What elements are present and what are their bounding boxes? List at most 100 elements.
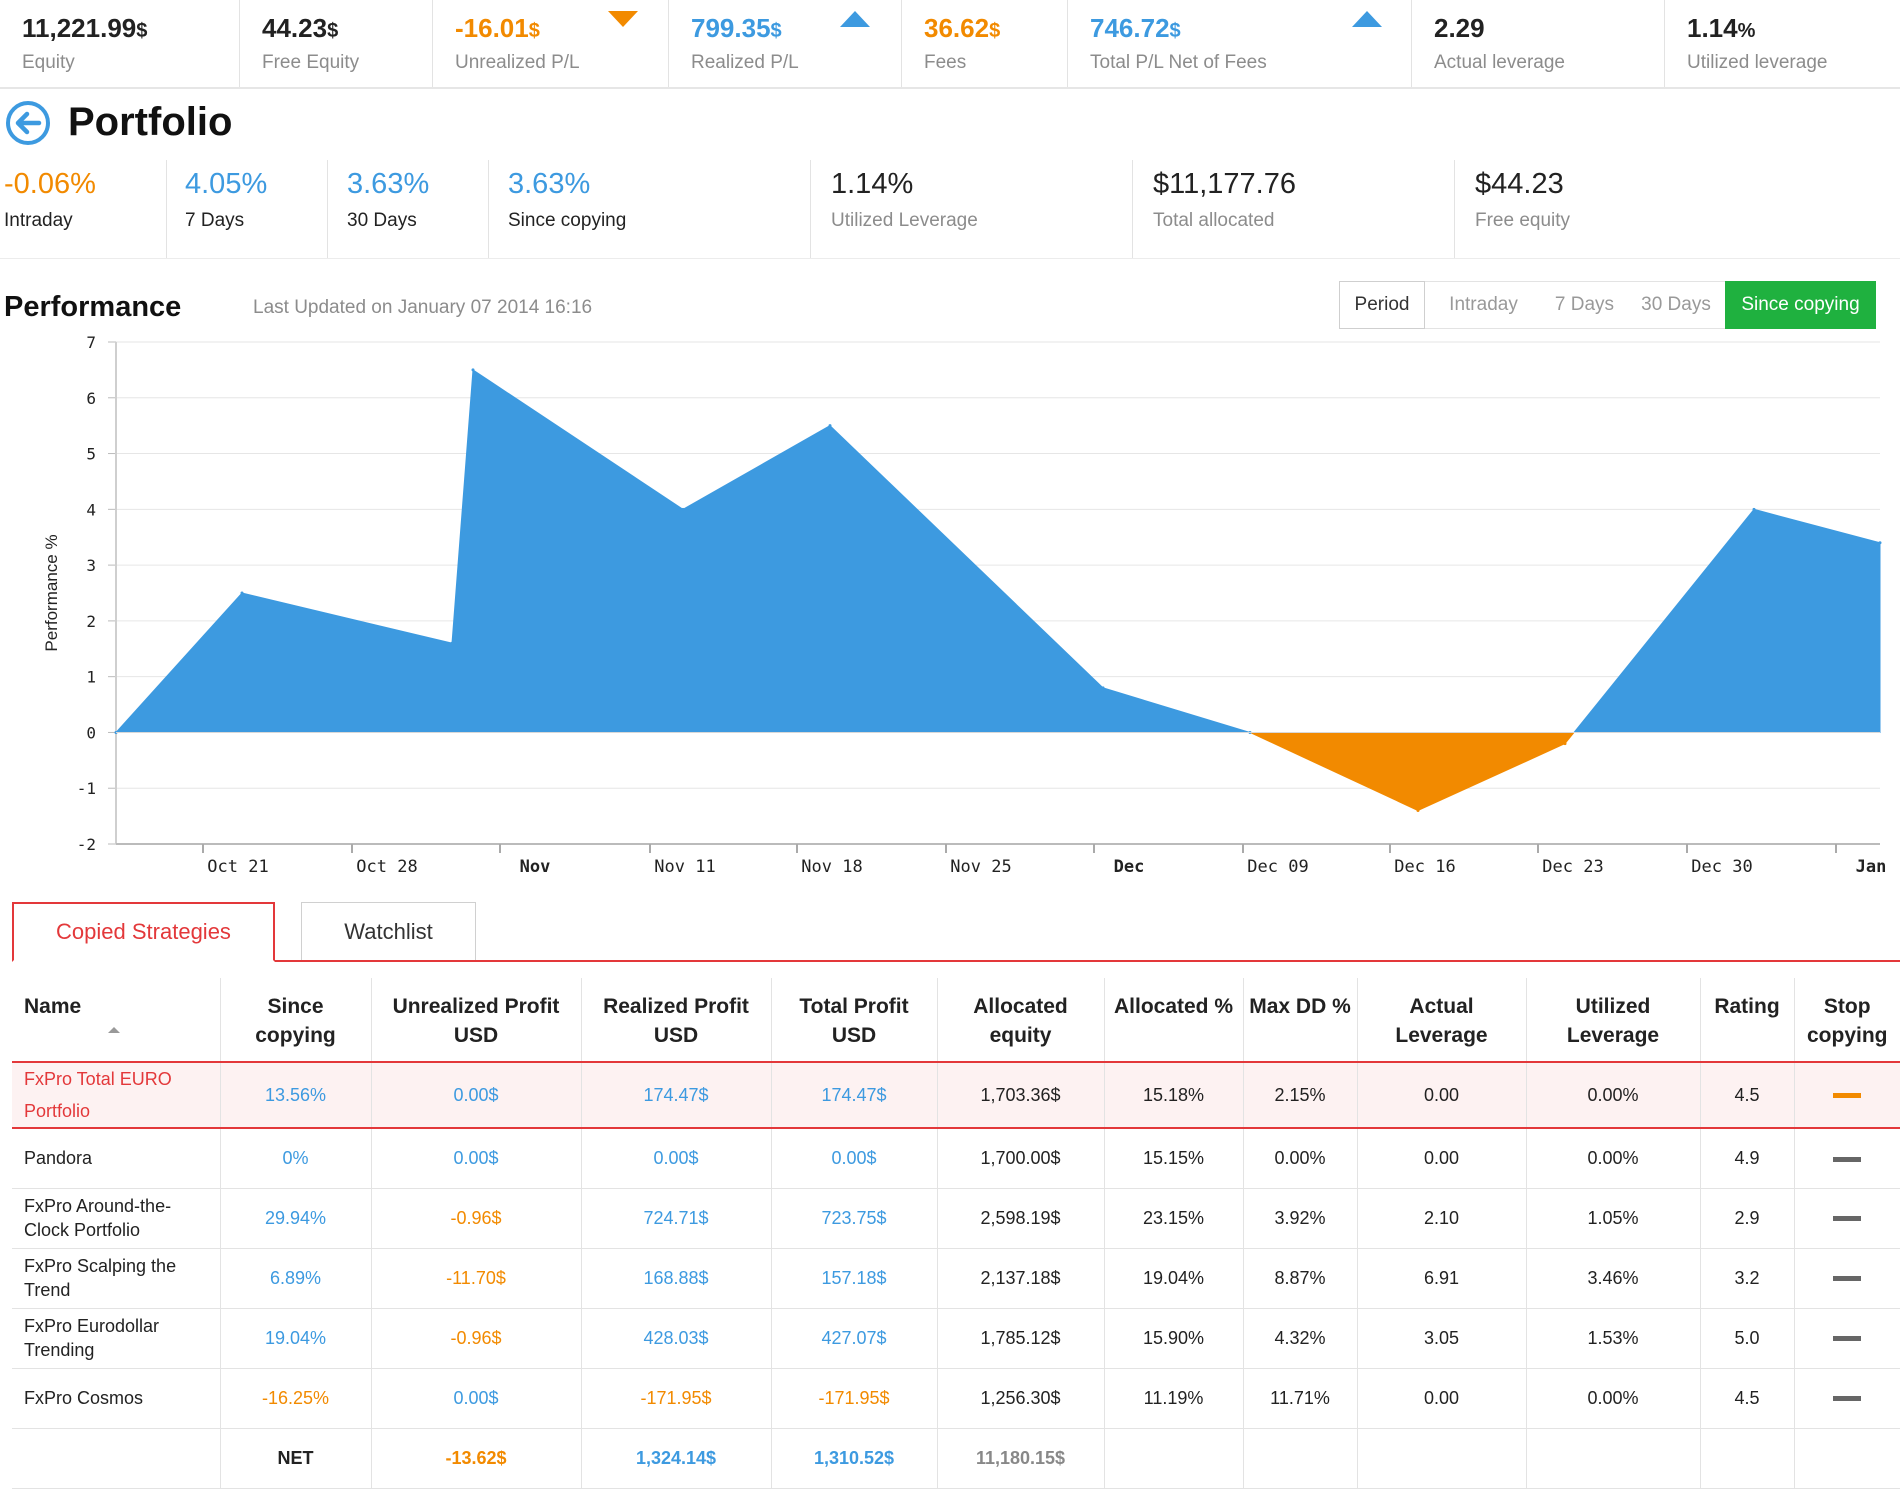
stop-copying-button[interactable] — [1833, 1216, 1862, 1222]
column-header-name[interactable]: Name — [12, 978, 221, 1062]
stop-copying-button[interactable] — [1833, 1093, 1862, 1099]
stat-unrealized-pl: -16.01$ Unrealized P/L — [433, 0, 669, 87]
column-header-allocated-pct[interactable]: Allocated % — [1104, 978, 1244, 1062]
stop-copying-cell — [1794, 1062, 1900, 1129]
data-point — [471, 368, 475, 372]
rating-value: 4.9 — [1700, 1128, 1795, 1189]
strategy-name[interactable]: FxPro Around-the-Clock Portfolio — [12, 1188, 221, 1249]
actual-leverage-value: 3.05 — [1357, 1308, 1527, 1369]
perf-label: 30 Days — [347, 210, 417, 231]
realized-profit-value: 174.47$ — [581, 1062, 772, 1129]
column-header-actual-leverage[interactable]: Actual Leverage — [1357, 978, 1527, 1062]
tab-watchlist[interactable]: Watchlist — [301, 902, 476, 960]
y-tick-label: 2 — [86, 612, 96, 631]
strategy-name[interactable]: Pandora — [12, 1128, 221, 1189]
column-header-total-profit[interactable]: Total Profit USD — [771, 978, 938, 1062]
x-tick-label: Dec 16 — [1394, 857, 1455, 877]
positive-area — [1102, 687, 1251, 733]
strategy-name[interactable]: FxPro Cosmos — [12, 1368, 221, 1429]
stat-actual-leverage: 2.29 Actual leverage — [1412, 0, 1665, 87]
column-header-unrealized-profit[interactable]: Unrealized Profit USD — [371, 978, 582, 1062]
tabs-underline — [12, 960, 1900, 962]
positive-area — [114, 591, 243, 733]
utilized-leverage-value: 0.00% — [1526, 1062, 1701, 1129]
perf-value: 4.05% — [185, 168, 268, 200]
period-since-copying-button[interactable]: Since copying — [1725, 281, 1876, 329]
strategy-name[interactable]: FxPro Total EURO Portfolio — [12, 1062, 221, 1129]
allocated-pct-value: 15.15% — [1104, 1128, 1244, 1189]
allocated-equity-value: 1,700.00$ — [937, 1128, 1105, 1189]
x-tick-label: Jan — [1856, 857, 1887, 877]
net-realized-profit: 1,324.14$ — [581, 1428, 772, 1489]
stat-unit: $ — [989, 20, 1001, 42]
perf-label: Utilized Leverage — [831, 210, 978, 231]
since-copying-value: 29.94% — [220, 1188, 372, 1249]
table-row[interactable]: FxPro Eurodollar Trending 19.04% -0.96$ 428… — [12, 1308, 1900, 1369]
realized-profit-value: 0.00$ — [581, 1128, 772, 1189]
back-arrow-icon[interactable] — [6, 101, 50, 145]
negative-area — [1249, 731, 1419, 812]
column-header-since-copying[interactable]: Since copying — [220, 978, 372, 1062]
stat-value: -16.01 — [455, 13, 529, 43]
x-tick-label: Dec 30 — [1691, 857, 1752, 877]
tab-copied-strategies[interactable]: Copied Strategies — [12, 902, 275, 962]
stat-label: Free Equity — [262, 52, 360, 73]
column-header-allocated-equity[interactable]: Allocated equity — [937, 978, 1105, 1062]
total-profit-value: 0.00$ — [771, 1128, 938, 1189]
perf-total-allocated: $11,177.76 Total allocated — [1133, 160, 1455, 258]
realized-profit-value: 724.71$ — [581, 1188, 772, 1249]
table-row[interactable]: Pandora 0% 0.00$ 0.00$ 0.00$ 1,700.00$ 15.15% 0… — [12, 1128, 1900, 1189]
allocated-pct-value: 19.04% — [1104, 1248, 1244, 1309]
stat-free-equity: 44.23$ Free Equity — [240, 0, 433, 87]
table-row[interactable]: FxPro Total EURO Portfolio 13.56% 0.00$ 174… — [12, 1062, 1900, 1129]
allocated-pct-value: 23.15% — [1104, 1188, 1244, 1249]
stat-unit: $ — [327, 20, 339, 42]
perf-label: Total allocated — [1153, 210, 1275, 231]
period-30-days-button[interactable]: 30 Days — [1627, 281, 1725, 329]
x-tick-label: Dec 23 — [1542, 857, 1603, 877]
y-tick-label: 3 — [86, 556, 96, 575]
allocated-equity-value: 2,598.19$ — [937, 1188, 1105, 1249]
allocated-equity-value: 1,785.12$ — [937, 1308, 1105, 1369]
table-row[interactable]: FxPro Cosmos -16.25% 0.00$ -171.95$ -171.95$… — [12, 1368, 1900, 1429]
stop-copying-button[interactable] — [1833, 1336, 1862, 1342]
perf-value: $44.23 — [1475, 168, 1564, 200]
strategy-name[interactable]: FxPro Eurodollar Trending — [12, 1308, 221, 1369]
perf-free-equity: $44.23 Free equity — [1455, 160, 1755, 258]
allocated-pct-value: 15.18% — [1104, 1062, 1244, 1129]
period-7-days-button[interactable]: 7 Days — [1542, 281, 1627, 329]
column-header-utilized-leverage[interactable]: Utilized Leverage — [1526, 978, 1701, 1062]
realized-profit-value: 168.88$ — [581, 1248, 772, 1309]
y-tick-label: 4 — [86, 500, 96, 519]
max-dd-value: 4.32% — [1243, 1308, 1358, 1369]
stat-label: Fees — [924, 52, 967, 73]
total-profit-value: 174.47$ — [771, 1062, 938, 1129]
table-row[interactable]: FxPro Around-the-Clock Portfolio 29.94% -0… — [12, 1188, 1900, 1249]
x-tick-label: Oct 21 — [207, 857, 268, 877]
allocated-pct-value: 11.19% — [1104, 1368, 1244, 1429]
positive-area — [451, 369, 474, 733]
stop-copying-button[interactable] — [1833, 1156, 1862, 1162]
positive-area — [241, 592, 453, 733]
period-intraday-button[interactable]: Intraday — [1425, 281, 1542, 329]
net-label: NET — [220, 1428, 372, 1489]
stop-copying-button[interactable] — [1833, 1396, 1862, 1402]
perf-value: 1.14% — [831, 168, 914, 200]
x-tick-label: Oct 28 — [356, 857, 417, 877]
perf-value: 3.63% — [347, 168, 430, 200]
table-header-row: Name Since copying Unrealized Profit USD… — [12, 978, 1900, 1062]
stop-copying-button[interactable] — [1833, 1276, 1862, 1282]
negative-area — [1564, 731, 1576, 746]
net-allocated-equity: 11,180.15$ — [937, 1428, 1105, 1489]
unrealized-profit-value: 0.00$ — [371, 1128, 582, 1189]
column-header-realized-profit[interactable]: Realized Profit USD — [581, 978, 772, 1062]
trend-up-icon — [840, 11, 870, 27]
strategy-name[interactable]: FxPro Scalping the Trend — [12, 1248, 221, 1309]
y-tick-label: 5 — [86, 445, 96, 464]
column-header-max-dd[interactable]: Max DD % — [1243, 978, 1358, 1062]
y-tick-label: 1 — [86, 668, 96, 687]
empty-cell — [1243, 1428, 1358, 1489]
column-header-rating[interactable]: Rating — [1700, 978, 1795, 1062]
x-tick-label: Dec — [1114, 857, 1145, 877]
table-row[interactable]: FxPro Scalping the Trend 6.89% -11.70$ 168.… — [12, 1248, 1900, 1309]
